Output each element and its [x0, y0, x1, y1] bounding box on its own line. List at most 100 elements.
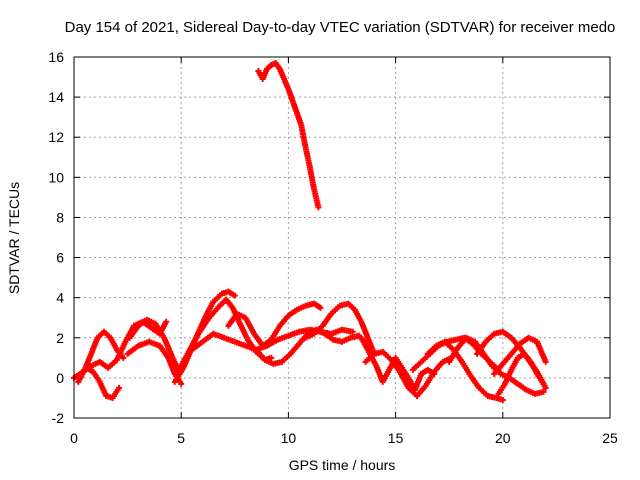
y-tick-label: 14 [48, 89, 64, 105]
data-point-trail [528, 360, 540, 375]
data-point-trail [102, 330, 112, 340]
data-point-trail [218, 298, 228, 308]
data-point-trail [90, 359, 101, 368]
data-point-trail [207, 304, 222, 320]
data-point-trail [339, 301, 350, 309]
data-point-trail [236, 311, 247, 320]
chart-title: Day 154 of 2021, Sidereal Day-to-day VTE… [65, 19, 616, 36]
data-point-trail [389, 358, 402, 374]
data-point-trail [107, 358, 119, 370]
data-point-trail [495, 395, 504, 403]
data-point-trail [108, 336, 119, 351]
data-point-trail [273, 61, 282, 71]
data-point-trail [501, 352, 513, 366]
data-point [315, 204, 322, 211]
data-point-trail [486, 393, 498, 401]
data-point-trail [364, 352, 376, 364]
data-point-trail [190, 340, 204, 352]
data-point-trail [397, 370, 411, 389]
data-point-trail [110, 386, 121, 399]
x-tick-label: 15 [388, 430, 404, 446]
data-point-trail [447, 346, 460, 363]
y-tick-label: 12 [48, 129, 64, 145]
data-point-trail [341, 327, 354, 335]
data-point-trail [72, 371, 82, 380]
data-point-trail [501, 329, 513, 340]
data-point-trail [381, 350, 393, 362]
data-point-trail [243, 316, 257, 335]
data-point-trail [127, 324, 141, 340]
data-point-trail [224, 298, 235, 310]
series-arc-16 [424, 338, 506, 403]
data-point [540, 388, 547, 395]
data-point [542, 384, 549, 391]
data-point-trail [212, 292, 224, 304]
data-point-trail [221, 289, 230, 296]
x-tick-label: 10 [281, 430, 297, 446]
y-tick-label: 2 [56, 330, 64, 346]
data-point-trail [96, 330, 106, 340]
data-point-trail [261, 337, 273, 348]
y-tick-label: 10 [48, 169, 64, 185]
series-arc-20 [495, 350, 547, 397]
data-point-trail [441, 355, 453, 364]
data-point-trail [174, 352, 190, 375]
x-tick-label: 25 [602, 430, 618, 446]
data-point [349, 328, 356, 335]
data-point-trail [323, 331, 335, 342]
data-point-trail [269, 324, 282, 341]
data-point-trail [347, 302, 357, 312]
y-axis-label: SDTVAR / TECUs [6, 182, 22, 294]
data-point-trail [298, 124, 309, 149]
y-tick-label: 0 [56, 370, 64, 386]
data-point-trail [157, 344, 171, 360]
data-point-trail [311, 188, 321, 209]
data-point [499, 396, 506, 403]
data-point [317, 304, 324, 311]
data-point [231, 292, 238, 299]
data-point-trail [341, 335, 352, 344]
y-tick-label: 8 [56, 209, 64, 225]
data-point-trail [407, 386, 419, 398]
data-point-trail [81, 364, 93, 374]
data-point-trail [419, 367, 430, 376]
data-point-trail [287, 307, 299, 318]
series-arc-19 [491, 334, 549, 377]
data-point-trail [527, 335, 538, 344]
data-point-trail [446, 337, 457, 345]
data-point-trail [426, 344, 438, 356]
data-point-trail [454, 335, 466, 343]
data-point-trail [426, 367, 436, 376]
y-tick-label: 4 [56, 290, 64, 306]
series-arc-12 [255, 60, 322, 211]
data-point-trail [226, 312, 239, 328]
data-point-trail [443, 340, 455, 352]
data-point-trail [484, 332, 496, 344]
data-point-trail [516, 382, 528, 392]
data-point-trail [509, 342, 522, 356]
data-point-trail [456, 336, 468, 350]
data-point-trail [518, 335, 530, 346]
data-point-trail [265, 63, 273, 71]
data-point-trail [304, 331, 315, 340]
data-point [116, 384, 123, 391]
data-point [268, 354, 275, 361]
data-points [71, 60, 549, 403]
data-point-trail [423, 370, 436, 387]
data-point-trail [254, 348, 267, 362]
data-point-trail [332, 337, 343, 345]
data-point-trail [525, 387, 536, 396]
data-point-trail [126, 344, 140, 356]
x-tick-label: 20 [495, 430, 511, 446]
data-point-trail [492, 362, 505, 376]
data-point-trail [373, 349, 384, 357]
data-point-trail [522, 352, 533, 364]
data-point-trail [411, 360, 423, 372]
data-point-trail [98, 360, 110, 370]
data-point-trail [256, 70, 265, 81]
x-tick-label: 0 [70, 430, 78, 446]
data-point-trail [320, 312, 334, 328]
x-axis-label: GPS time / hours [289, 457, 396, 473]
axis-ticks: 0 5 10 15 20 25 -2 0 2 4 6 8 10 12 14 16 [48, 49, 618, 446]
